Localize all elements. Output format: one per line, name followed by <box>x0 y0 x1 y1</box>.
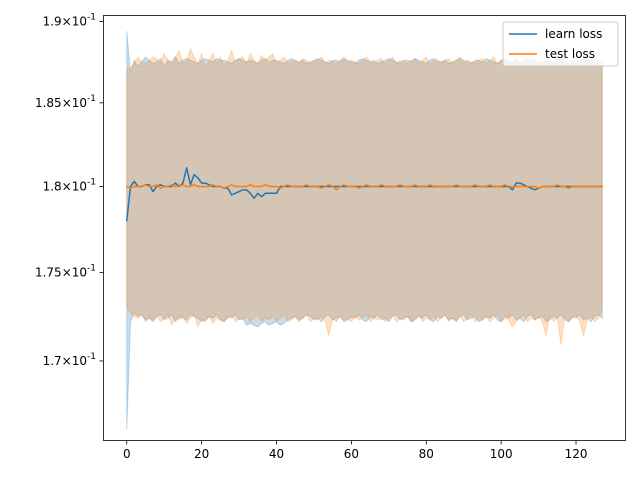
legend-box <box>502 21 619 67</box>
y-tick-label: 1.75×10-1 <box>35 263 96 279</box>
y-tick-label: 1.7×10-1 <box>43 352 96 368</box>
x-tick-label: 20 <box>194 447 209 461</box>
legend: learn loss test loss <box>502 21 619 67</box>
x-tick-label: 120 <box>565 447 588 461</box>
x-tick-label: 40 <box>269 447 284 461</box>
line-test-loss <box>125 184 603 191</box>
plot-area <box>125 31 603 430</box>
axes-frame <box>103 15 626 441</box>
y-tick-label: 1.8×10-1 <box>43 177 96 193</box>
legend-label: test loss <box>545 47 595 61</box>
x-tick-label: 60 <box>344 447 359 461</box>
y-tick-label: 1.85×10-1 <box>35 94 96 110</box>
band-learn-loss <box>126 31 603 430</box>
legend-label: learn loss <box>545 27 602 41</box>
x-tick-label: 100 <box>490 447 513 461</box>
x-tick-label: 0 <box>123 447 131 461</box>
x-tick-label: 80 <box>419 447 434 461</box>
y-tick-label: 1.9×10-1 <box>43 12 96 28</box>
band-test-loss <box>126 47 603 345</box>
line-learn-loss <box>125 167 603 222</box>
plot-content <box>125 31 603 430</box>
axes: 0 20 40 60 80 100 120 1.7×10-1 1.75×10-1 1.8×10-1… <box>35 12 626 461</box>
